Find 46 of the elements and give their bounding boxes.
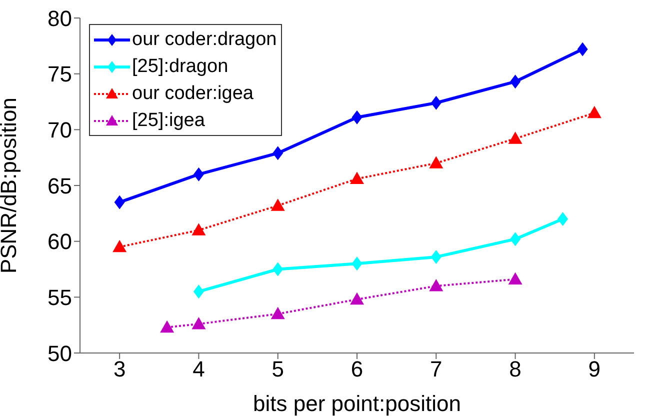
y-tick-label: 75 [48, 62, 72, 87]
legend-label: our coder:dragon [132, 28, 277, 50]
point [160, 320, 174, 333]
point [510, 232, 521, 246]
y-tick-label: 55 [48, 284, 72, 310]
point [350, 292, 364, 305]
point [114, 195, 125, 210]
point [508, 132, 522, 144]
x-tick-label: 3 [113, 356, 126, 382]
point [510, 74, 521, 89]
point [270, 306, 285, 320]
y-tick-label: 50 [48, 340, 72, 366]
y-tick-label: 60 [48, 229, 72, 254]
y-axis-title: PSNR/dB:position [0, 97, 21, 274]
point [352, 256, 362, 271]
point [352, 110, 362, 124]
point [508, 272, 522, 285]
x-tick-label: 6 [350, 356, 364, 382]
point [192, 223, 206, 236]
y-tick-label: 80 [48, 6, 72, 31]
point [577, 42, 588, 56]
x-tick-label: 8 [509, 356, 522, 382]
legend-label: [25]:igea [132, 110, 205, 132]
point [272, 146, 284, 160]
point [430, 250, 442, 264]
x-tick-label: 4 [192, 356, 205, 382]
legend-label: our coder:igea [132, 82, 254, 104]
point [112, 240, 127, 252]
y-tick-label: 65 [48, 173, 72, 198]
point [193, 167, 204, 182]
point [270, 198, 285, 211]
point [350, 172, 364, 184]
legend-label: [25]:dragon [132, 56, 228, 78]
x-tick-label: 5 [272, 356, 284, 382]
point [558, 212, 568, 226]
point [430, 96, 442, 110]
point [429, 156, 444, 168]
point [429, 279, 444, 292]
x-axis-title: bits per point:position [253, 391, 461, 416]
point [193, 284, 204, 299]
x-tick-label: 7 [430, 356, 442, 382]
x-tick-label: 9 [588, 356, 601, 382]
point [587, 106, 602, 118]
point [272, 262, 284, 276]
y-tick-label: 70 [48, 117, 72, 142]
point [192, 316, 206, 330]
